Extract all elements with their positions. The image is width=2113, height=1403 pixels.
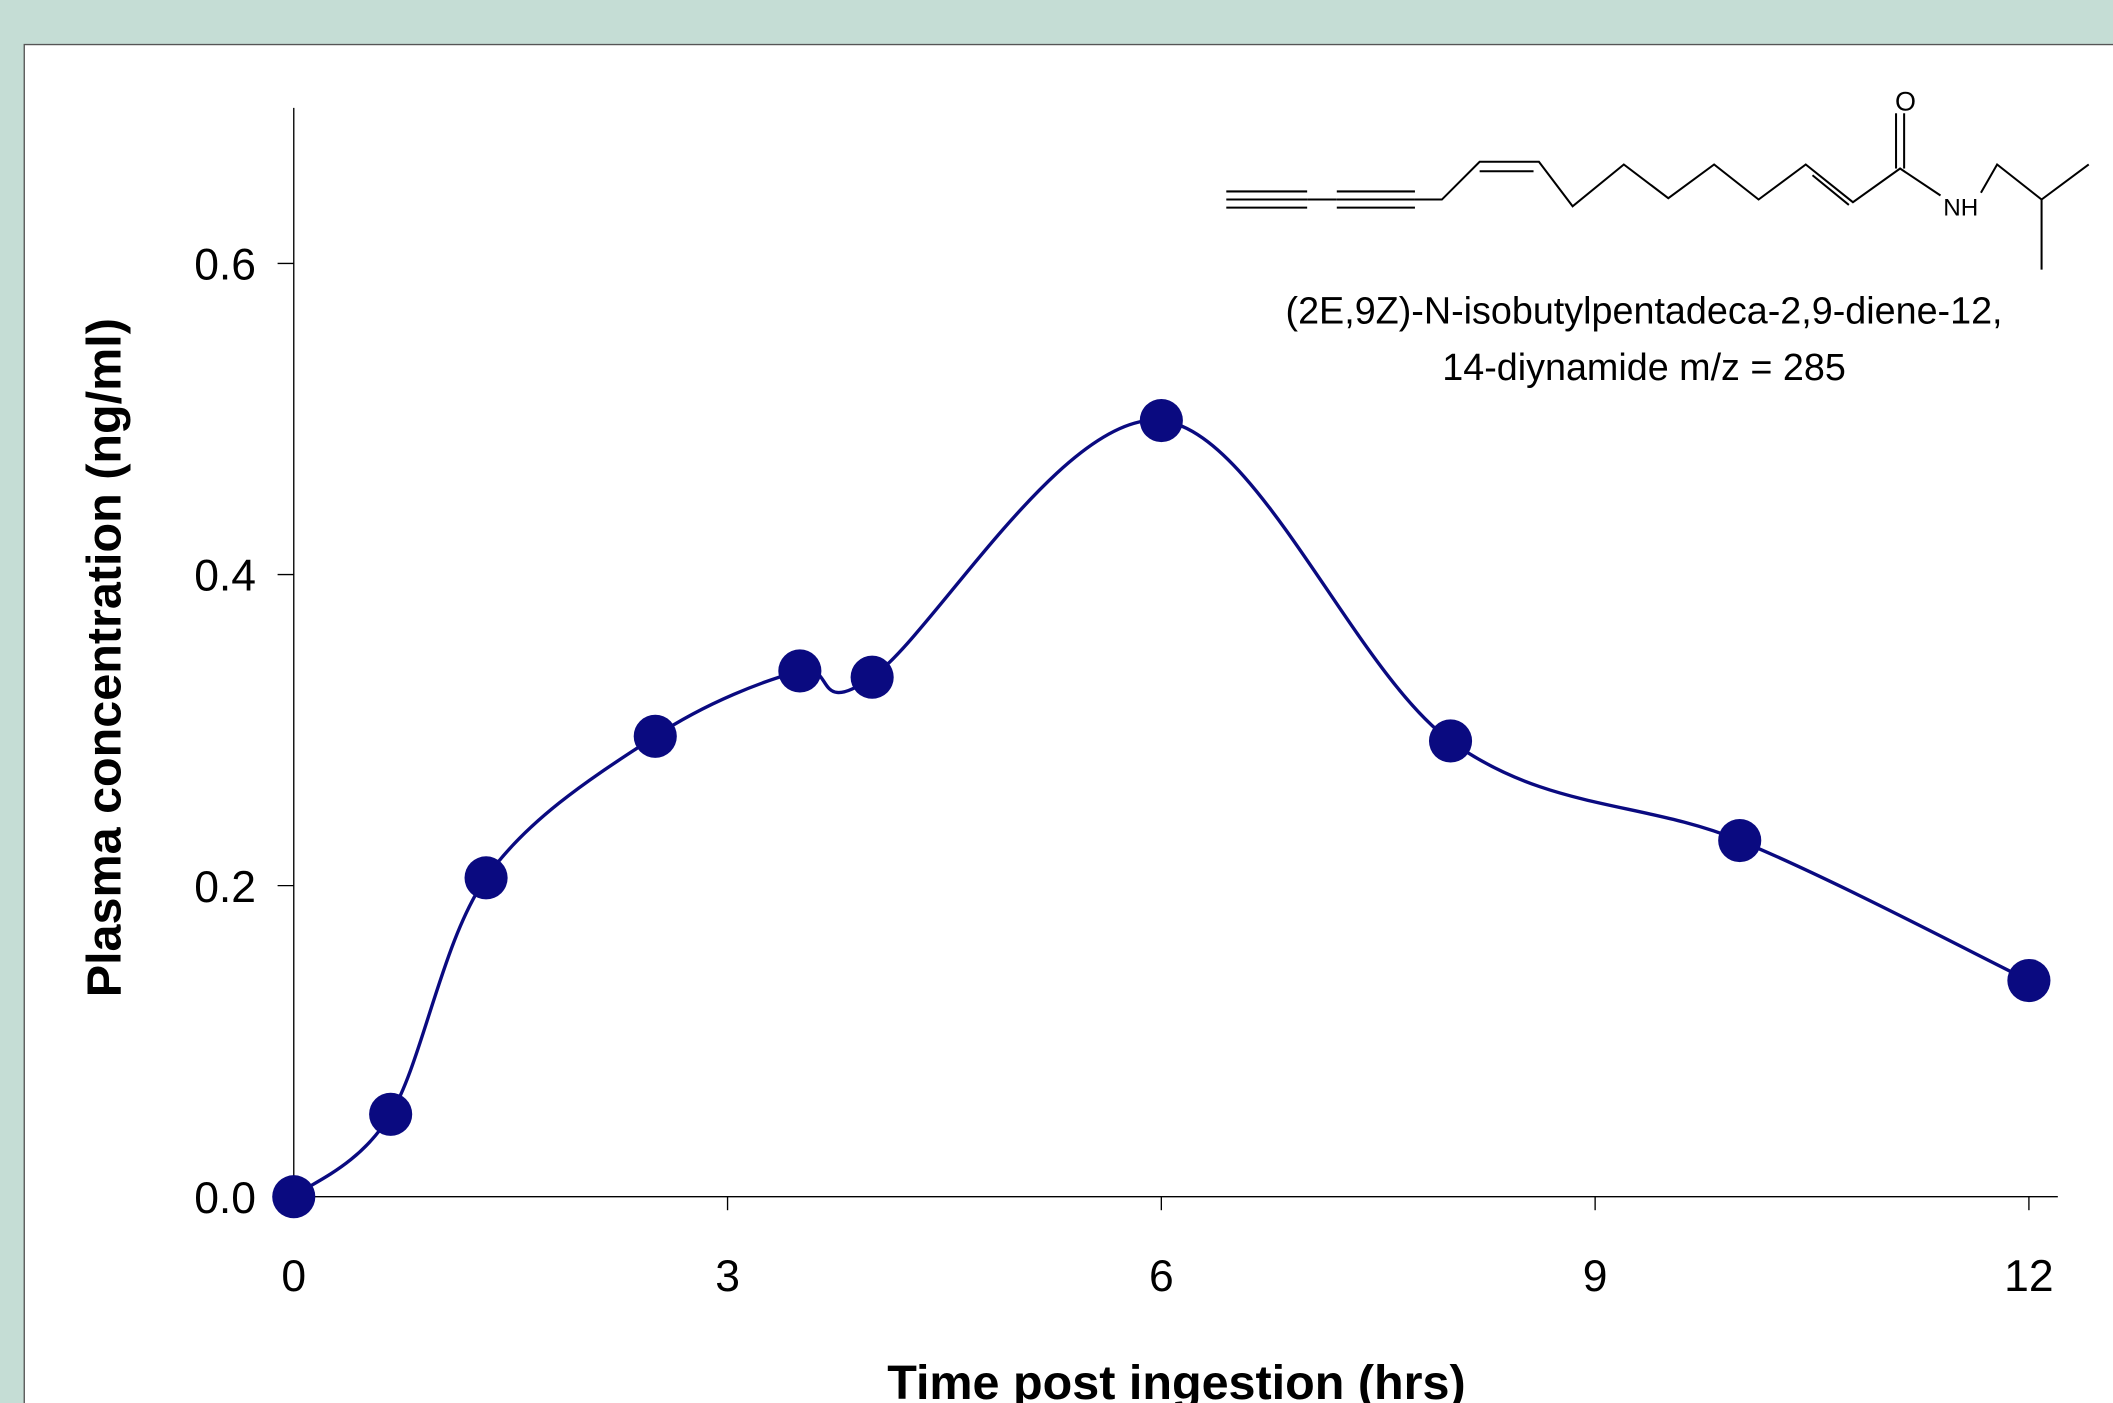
point [1428,719,1473,763]
x-tick-label: 6 [1149,1252,1174,1301]
point [1139,398,1183,443]
point [369,1092,413,1136]
y-tick-label: 0.2 [194,863,256,912]
chart-panel [23,43,2113,1403]
atom-label: O [1895,87,1916,117]
annotation: 14-diynamide m/z = 285 [1442,346,1846,388]
point [1718,818,1762,863]
x-tick-label: 0 [281,1252,306,1301]
x-tick-label: 9 [1583,1252,1608,1301]
point [464,856,508,900]
point [2007,958,2051,1003]
y-axis-title: Plasma concentration (ng/ml) [78,318,132,997]
annotation: (2E,9Z)-N-isobutylpentadeca-2,9-diene-12… [1286,290,2003,332]
line [292,418,2030,1199]
y-tick-label: 0.6 [194,241,256,290]
molecule-structure [1226,113,2090,270]
point [633,714,677,758]
atom-label: NH [1943,195,1978,222]
point [272,1175,316,1219]
x-axis-title: Time post ingestion (hrs) [887,1356,1465,1403]
x-tick-label: 12 [2004,1252,2053,1301]
point [778,649,822,693]
x-tick-label: 3 [715,1252,740,1301]
point [850,655,894,699]
y-tick-label: 0.0 [194,1174,256,1223]
y-tick-label: 0.4 [194,552,256,601]
